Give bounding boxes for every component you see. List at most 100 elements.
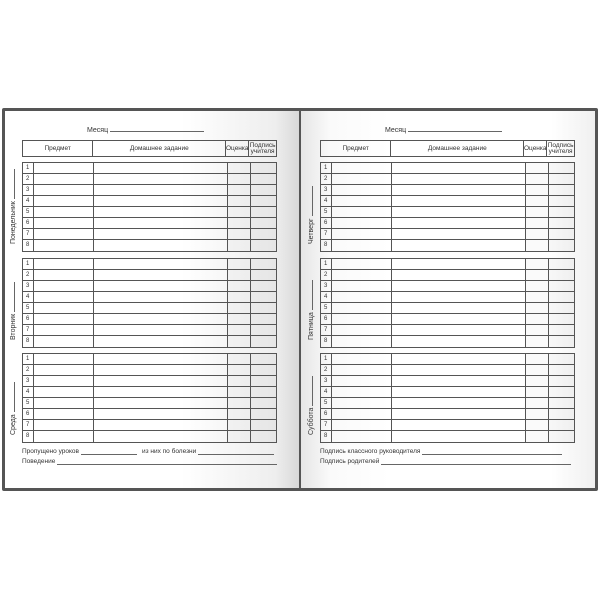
- subject-cell[interactable]: [34, 398, 94, 408]
- homework-cell[interactable]: [392, 291, 526, 302]
- grade-cell[interactable]: [526, 335, 549, 347]
- homework-cell[interactable]: [94, 163, 228, 173]
- subject-cell[interactable]: [34, 207, 94, 217]
- signature-cell[interactable]: [549, 365, 574, 375]
- grade-cell[interactable]: [526, 174, 549, 184]
- subject-cell[interactable]: [34, 376, 94, 386]
- homework-cell[interactable]: [392, 185, 526, 195]
- signature-cell[interactable]: [549, 207, 574, 217]
- subject-cell[interactable]: [34, 218, 94, 228]
- signature-cell[interactable]: [549, 163, 574, 173]
- homework-cell[interactable]: [94, 354, 228, 364]
- month-input-line[interactable]: [110, 131, 205, 132]
- homework-cell[interactable]: [94, 229, 228, 239]
- subject-cell[interactable]: [332, 324, 392, 335]
- grade-cell[interactable]: [228, 269, 251, 280]
- homework-cell[interactable]: [392, 240, 526, 251]
- homework-cell[interactable]: [94, 291, 228, 302]
- date-input-line[interactable]: [14, 382, 15, 413]
- signature-cell[interactable]: [251, 292, 276, 302]
- date-input-line[interactable]: [14, 281, 15, 312]
- grade-cell[interactable]: [228, 335, 251, 347]
- subject-cell[interactable]: [332, 240, 392, 251]
- signature-cell[interactable]: [549, 354, 574, 364]
- homework-cell[interactable]: [392, 354, 526, 364]
- homework-cell[interactable]: [392, 409, 526, 419]
- grade-cell[interactable]: [228, 365, 251, 375]
- grade-cell[interactable]: [228, 431, 251, 442]
- subject-cell[interactable]: [34, 240, 94, 251]
- homework-cell[interactable]: [392, 335, 526, 347]
- grade-cell[interactable]: [526, 354, 549, 364]
- homework-cell[interactable]: [392, 431, 526, 442]
- subject-cell[interactable]: [34, 335, 94, 347]
- signature-cell[interactable]: [549, 240, 574, 251]
- grade-cell[interactable]: [228, 291, 251, 302]
- subject-cell[interactable]: [332, 196, 392, 206]
- homework-cell[interactable]: [94, 218, 228, 228]
- subject-cell[interactable]: [332, 302, 392, 313]
- date-input-line[interactable]: [14, 169, 15, 200]
- grade-cell[interactable]: [228, 387, 251, 397]
- grade-cell[interactable]: [228, 240, 251, 251]
- signature-cell[interactable]: [251, 259, 276, 269]
- signature-cell[interactable]: [549, 270, 574, 280]
- homework-cell[interactable]: [392, 302, 526, 313]
- homework-cell[interactable]: [94, 258, 228, 269]
- homework-cell[interactable]: [94, 269, 228, 280]
- grade-cell[interactable]: [526, 291, 549, 302]
- grade-cell[interactable]: [526, 207, 549, 217]
- signature-cell[interactable]: [549, 196, 574, 206]
- signature-cell[interactable]: [251, 376, 276, 386]
- date-input-line[interactable]: [312, 279, 313, 310]
- subject-cell[interactable]: [332, 291, 392, 302]
- month-input-line[interactable]: [408, 131, 503, 132]
- subject-cell[interactable]: [332, 207, 392, 217]
- signature-cell[interactable]: [251, 431, 276, 442]
- signature-cell[interactable]: [549, 303, 574, 313]
- grade-cell[interactable]: [526, 313, 549, 324]
- grade-cell[interactable]: [228, 280, 251, 291]
- homework-cell[interactable]: [392, 207, 526, 217]
- grade-cell[interactable]: [228, 420, 251, 430]
- signature-cell[interactable]: [549, 336, 574, 347]
- subject-cell[interactable]: [34, 280, 94, 291]
- homework-cell[interactable]: [392, 324, 526, 335]
- homework-cell[interactable]: [392, 387, 526, 397]
- grade-cell[interactable]: [526, 302, 549, 313]
- grade-cell[interactable]: [228, 207, 251, 217]
- homework-cell[interactable]: [94, 324, 228, 335]
- homework-cell[interactable]: [392, 269, 526, 280]
- subject-cell[interactable]: [34, 409, 94, 419]
- grade-cell[interactable]: [228, 174, 251, 184]
- grade-cell[interactable]: [228, 218, 251, 228]
- grade-cell[interactable]: [526, 398, 549, 408]
- grade-cell[interactable]: [228, 376, 251, 386]
- subject-cell[interactable]: [34, 302, 94, 313]
- homework-cell[interactable]: [392, 229, 526, 239]
- signature-cell[interactable]: [251, 354, 276, 364]
- signature-cell[interactable]: [251, 420, 276, 430]
- homework-cell[interactable]: [94, 207, 228, 217]
- teacher-sig-input-line[interactable]: [422, 449, 563, 455]
- grade-cell[interactable]: [526, 185, 549, 195]
- grade-cell[interactable]: [526, 258, 549, 269]
- signature-cell[interactable]: [549, 387, 574, 397]
- subject-cell[interactable]: [34, 431, 94, 442]
- grade-cell[interactable]: [526, 196, 549, 206]
- grade-cell[interactable]: [526, 324, 549, 335]
- signature-cell[interactable]: [549, 281, 574, 291]
- subject-cell[interactable]: [34, 354, 94, 364]
- grade-cell[interactable]: [228, 409, 251, 419]
- date-input-line[interactable]: [312, 375, 313, 406]
- signature-cell[interactable]: [549, 420, 574, 430]
- subject-cell[interactable]: [34, 174, 94, 184]
- grade-cell[interactable]: [526, 163, 549, 173]
- missed-input-line[interactable]: [80, 449, 137, 455]
- grade-cell[interactable]: [228, 196, 251, 206]
- subject-cell[interactable]: [34, 420, 94, 430]
- homework-cell[interactable]: [94, 387, 228, 397]
- grade-cell[interactable]: [526, 269, 549, 280]
- subject-cell[interactable]: [332, 420, 392, 430]
- signature-cell[interactable]: [251, 270, 276, 280]
